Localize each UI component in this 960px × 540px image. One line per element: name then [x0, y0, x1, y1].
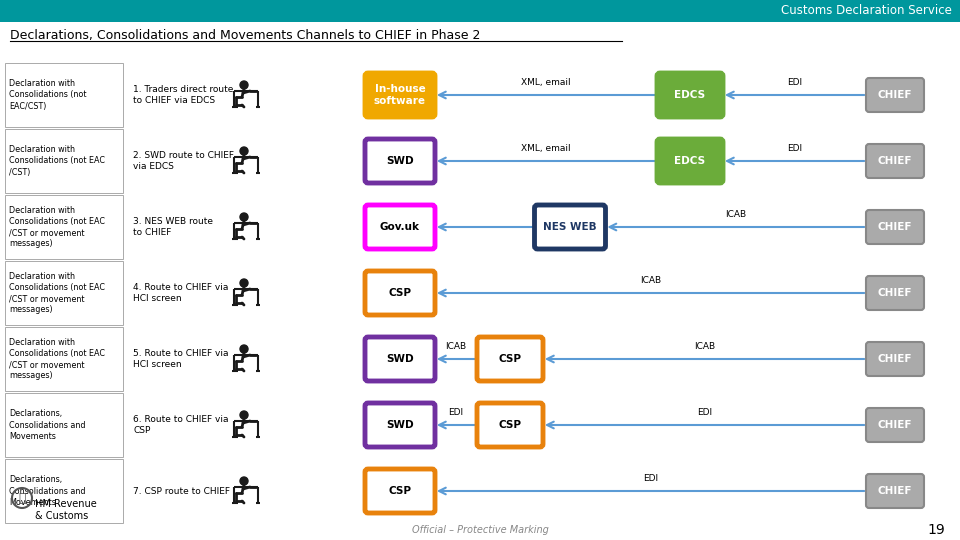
Text: Declaration with
Consolidations (not EAC
/CST or movement
messages): Declaration with Consolidations (not EAC…: [9, 272, 105, 314]
FancyBboxPatch shape: [365, 469, 435, 513]
Text: CSP: CSP: [498, 420, 521, 430]
Text: Customs Declaration Service: Customs Declaration Service: [781, 4, 952, 17]
Text: CHIEF: CHIEF: [877, 354, 912, 364]
Text: CSP: CSP: [498, 354, 521, 364]
Text: Gov.uk: Gov.uk: [380, 222, 420, 232]
Text: EDI: EDI: [787, 78, 802, 87]
FancyBboxPatch shape: [365, 139, 435, 183]
FancyBboxPatch shape: [365, 73, 435, 117]
Text: 19: 19: [927, 523, 945, 537]
Text: Declaration with
Consolidations (not
EAC/CST): Declaration with Consolidations (not EAC…: [9, 79, 86, 111]
Text: 5. Route to CHIEF via
HCI screen: 5. Route to CHIEF via HCI screen: [133, 349, 228, 369]
Text: CHIEF: CHIEF: [877, 156, 912, 166]
Circle shape: [240, 213, 248, 221]
Text: Official – Protective Marking: Official – Protective Marking: [412, 525, 548, 535]
Text: EDI: EDI: [643, 474, 658, 483]
FancyBboxPatch shape: [866, 276, 924, 310]
Text: NES WEB: NES WEB: [543, 222, 597, 232]
Text: EDI: EDI: [697, 408, 712, 417]
Text: 3. NES WEB route
to CHIEF: 3. NES WEB route to CHIEF: [133, 217, 213, 237]
FancyBboxPatch shape: [866, 144, 924, 178]
Text: CSP: CSP: [389, 486, 412, 496]
Text: EDCS: EDCS: [675, 90, 706, 100]
Text: XML, email: XML, email: [521, 144, 571, 153]
FancyBboxPatch shape: [0, 0, 960, 22]
Text: SWD: SWD: [386, 420, 414, 430]
FancyBboxPatch shape: [5, 195, 123, 259]
Text: 2. SWD route to CHIEF
via EDCS: 2. SWD route to CHIEF via EDCS: [133, 151, 234, 171]
Text: 6. Route to CHIEF via
CSP: 6. Route to CHIEF via CSP: [133, 415, 228, 435]
FancyBboxPatch shape: [657, 73, 723, 117]
Text: In-house
software: In-house software: [374, 84, 426, 106]
FancyBboxPatch shape: [866, 474, 924, 508]
Circle shape: [240, 81, 248, 89]
Circle shape: [240, 147, 248, 155]
Text: EDI: EDI: [787, 144, 802, 153]
FancyBboxPatch shape: [535, 205, 606, 249]
FancyBboxPatch shape: [866, 210, 924, 244]
FancyBboxPatch shape: [365, 205, 435, 249]
Text: CSP: CSP: [389, 288, 412, 298]
FancyBboxPatch shape: [5, 129, 123, 193]
Circle shape: [240, 279, 248, 287]
FancyBboxPatch shape: [477, 403, 543, 447]
Text: Declaration with
Consolidations (not EAC
/CST): Declaration with Consolidations (not EAC…: [9, 145, 105, 177]
Text: 4. Route to CHIEF via
HCI screen: 4. Route to CHIEF via HCI screen: [133, 283, 228, 303]
Text: Declarations, Consolidations and Movements Channels to CHIEF in Phase 2: Declarations, Consolidations and Movemen…: [10, 30, 480, 43]
Text: ICAB: ICAB: [640, 276, 661, 285]
Text: ICAB: ICAB: [725, 210, 746, 219]
Text: CHIEF: CHIEF: [877, 90, 912, 100]
Text: Declaration with
Consolidations (not EAC
/CST or movement
messages): Declaration with Consolidations (not EAC…: [9, 338, 105, 380]
Circle shape: [240, 477, 248, 485]
Text: HM Revenue
& Customs: HM Revenue & Customs: [35, 499, 97, 521]
Text: 7. CSP route to CHIEF: 7. CSP route to CHIEF: [133, 487, 230, 496]
Text: Declarations,
Consolidations and
Movements: Declarations, Consolidations and Movemen…: [9, 409, 85, 441]
Text: 1. Traders direct route
to CHIEF via EDCS: 1. Traders direct route to CHIEF via EDC…: [133, 85, 233, 105]
Text: CHIEF: CHIEF: [877, 222, 912, 232]
FancyBboxPatch shape: [866, 78, 924, 112]
FancyBboxPatch shape: [477, 337, 543, 381]
FancyBboxPatch shape: [866, 342, 924, 376]
Text: XML, email: XML, email: [521, 78, 571, 87]
FancyBboxPatch shape: [5, 327, 123, 391]
FancyBboxPatch shape: [365, 337, 435, 381]
Text: ICAB: ICAB: [445, 342, 467, 351]
FancyBboxPatch shape: [365, 403, 435, 447]
FancyBboxPatch shape: [5, 261, 123, 325]
FancyBboxPatch shape: [5, 459, 123, 523]
Text: ICAB: ICAB: [694, 342, 715, 351]
FancyBboxPatch shape: [5, 63, 123, 127]
Text: EDCS: EDCS: [675, 156, 706, 166]
FancyBboxPatch shape: [365, 271, 435, 315]
Circle shape: [240, 411, 248, 419]
Text: CHIEF: CHIEF: [877, 486, 912, 496]
FancyBboxPatch shape: [5, 393, 123, 457]
FancyBboxPatch shape: [657, 139, 723, 183]
Text: Declarations,
Consolidations and
Movements: Declarations, Consolidations and Movemen…: [9, 475, 85, 507]
Text: Declaration with
Consolidations (not EAC
/CST or movement
messages): Declaration with Consolidations (not EAC…: [9, 206, 105, 248]
FancyBboxPatch shape: [866, 408, 924, 442]
Text: SWD: SWD: [386, 156, 414, 166]
Text: CHIEF: CHIEF: [877, 420, 912, 430]
Text: SWD: SWD: [386, 354, 414, 364]
Text: EDI: EDI: [448, 408, 464, 417]
Text: ⌖: ⌖: [18, 491, 26, 504]
Text: CHIEF: CHIEF: [877, 288, 912, 298]
Circle shape: [240, 345, 248, 353]
